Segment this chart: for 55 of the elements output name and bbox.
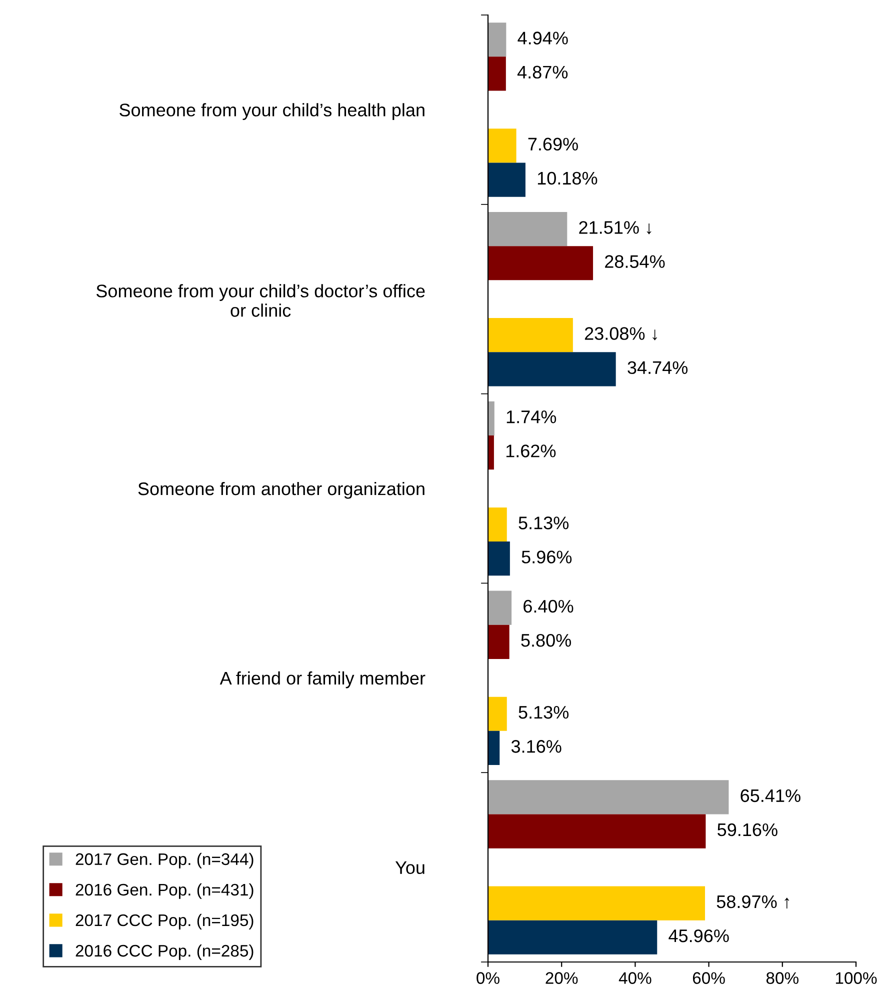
bar — [488, 401, 494, 436]
legend-label: 2017 CCC Pop. (n=195) — [76, 914, 254, 930]
legend-label: 2016 CCC Pop. (n=285) — [76, 944, 254, 960]
data-label: 4.94% — [518, 32, 568, 44]
data-label: 6.40% — [524, 600, 574, 613]
bar — [488, 22, 506, 57]
data-label: 5.96% — [522, 550, 572, 564]
data-label: 45.96% — [668, 929, 729, 942]
bar — [488, 886, 706, 920]
y-tick-label: Someone from another organization — [138, 482, 424, 499]
y-tick-label: You — [395, 861, 424, 874]
bar — [488, 56, 506, 91]
data-label: 5.13% — [518, 706, 569, 719]
data-label: 3.16% — [511, 740, 562, 753]
x-tick-label: 0% — [476, 972, 500, 984]
data-label: 59.16% — [718, 823, 778, 836]
data-label: 1.74% — [506, 410, 556, 424]
bar — [488, 507, 507, 542]
bar — [488, 128, 516, 163]
legend-label: 2016 Gen. Pop. (n=431) — [76, 883, 254, 899]
x-tick-label: 20% — [546, 972, 578, 984]
y-tick-label: Someone from your child’s doctor’s office or clinic — [96, 284, 425, 317]
data-label: 7.69% — [528, 138, 578, 151]
data-label: 4.87% — [517, 66, 568, 79]
bar — [488, 352, 616, 386]
bar — [488, 246, 594, 280]
legend-label: 2017 Gen. Pop. (n=344) — [76, 852, 254, 868]
data-label: 10.18% — [538, 172, 598, 185]
y-tick-label: Someone from your child’s health plan — [120, 103, 424, 120]
bar — [488, 814, 706, 848]
bar — [488, 162, 526, 197]
data-label: 28.54% — [605, 255, 665, 268]
bar — [488, 318, 573, 352]
bar — [488, 730, 500, 766]
bar — [488, 696, 507, 731]
data-label: 34.74% — [628, 361, 688, 374]
data-label: 58.97% ↑ — [716, 895, 790, 908]
data-label: 21.51% ↓ — [579, 221, 652, 234]
bar — [488, 212, 568, 246]
bar — [488, 780, 729, 814]
x-tick-label: 60% — [692, 972, 725, 984]
y-tick-label: A friend or family member — [220, 671, 426, 688]
data-label: 23.08% ↓ — [584, 327, 657, 340]
bar — [488, 435, 494, 470]
x-tick-label: 100% — [836, 972, 877, 984]
bar — [488, 590, 512, 625]
bar — [488, 920, 658, 954]
data-label: 65.41% — [740, 789, 800, 802]
x-tick-label: 80% — [766, 972, 798, 984]
data-label: 5.80% — [521, 634, 572, 647]
data-label: 5.13% — [518, 516, 569, 530]
data-label: 1.62% — [506, 444, 556, 458]
x-tick-label: 40% — [618, 972, 652, 984]
bar — [488, 542, 510, 576]
bar — [488, 624, 510, 659]
